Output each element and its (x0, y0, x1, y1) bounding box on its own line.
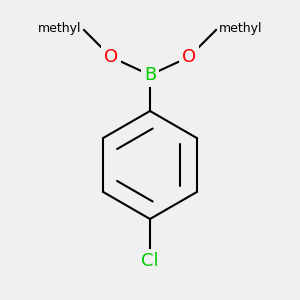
Text: methyl: methyl (38, 22, 81, 35)
Text: B: B (144, 66, 156, 84)
Text: O: O (104, 48, 118, 66)
Text: Cl: Cl (141, 252, 159, 270)
Text: methyl: methyl (219, 22, 262, 35)
Text: O: O (182, 48, 196, 66)
